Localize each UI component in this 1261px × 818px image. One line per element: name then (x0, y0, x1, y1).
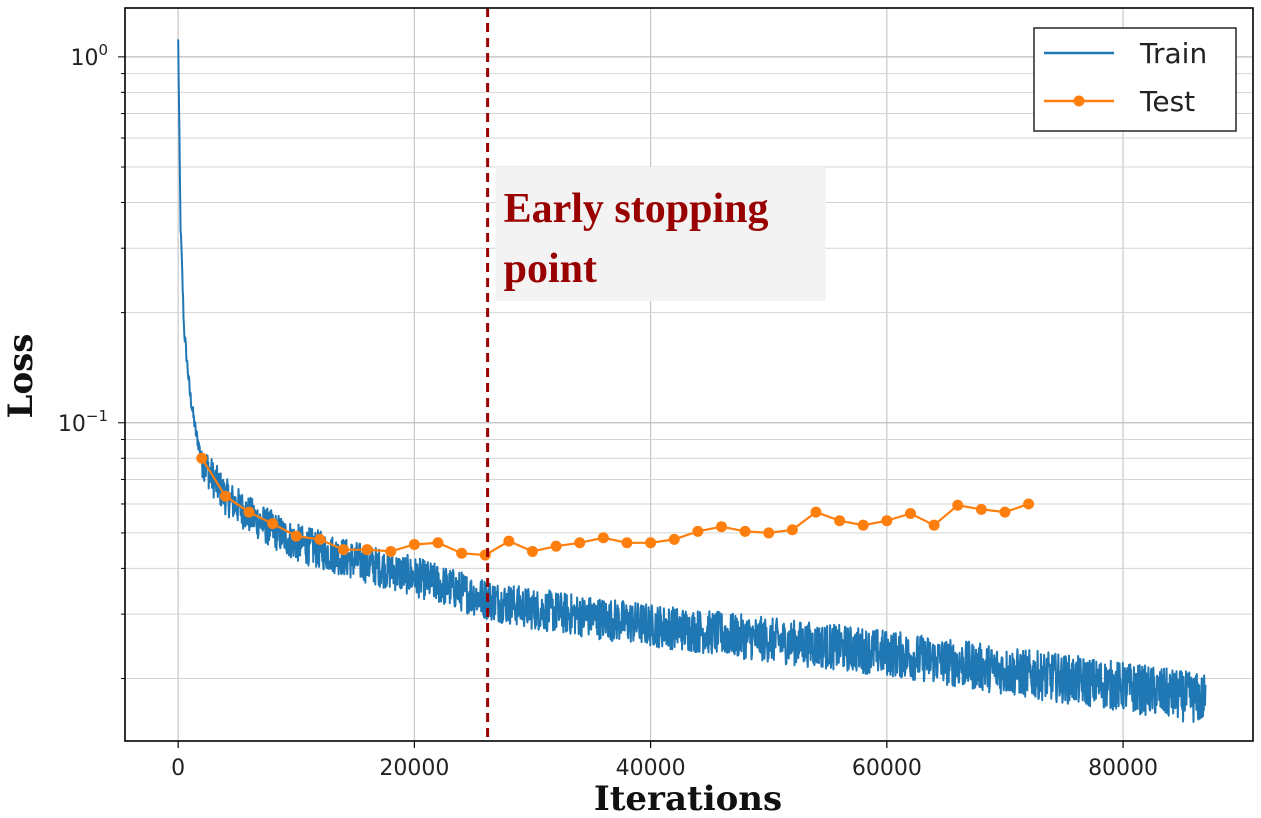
x-tick-label: 20000 (379, 756, 449, 781)
test-point (668, 533, 680, 545)
test-point (338, 544, 350, 556)
x-tick-label: 80000 (1088, 756, 1158, 781)
legend-label: Train (1139, 37, 1207, 70)
annotation-text-line: point (504, 246, 597, 292)
plot-frame (124, 7, 1254, 742)
test-point (692, 525, 704, 537)
y-tick-base: 10 (58, 412, 86, 437)
legend: Train Test (1033, 27, 1237, 132)
test-point (857, 519, 869, 531)
test-point (881, 515, 893, 527)
test-point (904, 508, 916, 520)
train-line (177, 39, 1207, 723)
test-point (786, 524, 798, 536)
test-point (739, 525, 751, 537)
test-point (574, 537, 586, 549)
annotation-box (495, 167, 826, 301)
test-point (597, 532, 609, 544)
legend-marker (1073, 95, 1085, 107)
test-point (1023, 498, 1035, 510)
test-point (550, 540, 562, 552)
legend-label: Test (1139, 85, 1195, 118)
series-layer (177, 39, 1207, 723)
test-point (645, 537, 657, 549)
test-point (267, 518, 279, 530)
test-point (385, 545, 397, 557)
early-stopping-annotation: Early stopping point (486, 8, 826, 741)
test-point (928, 519, 940, 531)
y-tick-label: 10−1 (58, 407, 108, 437)
test-point (456, 547, 468, 559)
test-point (361, 544, 373, 556)
x-tick-label: 60000 (852, 756, 922, 781)
test-point (952, 499, 964, 511)
x-tick-label: 40000 (616, 756, 686, 781)
test-point (715, 521, 727, 533)
test-point (219, 490, 231, 502)
test-point (526, 545, 538, 557)
test-point (196, 452, 208, 464)
annotation-text-line: Early stopping (504, 186, 769, 232)
test-point (314, 533, 326, 545)
test-point (975, 503, 987, 515)
test-point (999, 506, 1011, 518)
test-point (408, 538, 420, 550)
test-point (432, 537, 444, 549)
test-point (503, 535, 515, 547)
y-axis-label: Loss (1, 334, 41, 419)
test-point (810, 506, 822, 518)
test-point (290, 530, 302, 542)
test-point (621, 537, 633, 549)
y-tick-label: 100 (70, 41, 108, 71)
y-tick-base: 10 (70, 46, 98, 71)
x-tick-label: 0 (171, 756, 185, 781)
y-tick-exponent: 0 (98, 41, 108, 59)
x-axis-label: Iterations (594, 779, 782, 818)
test-point (243, 506, 255, 518)
legend-box (1033, 27, 1237, 132)
y-tick-exponent: −1 (86, 407, 108, 425)
test-point (834, 515, 846, 527)
test-point (763, 527, 775, 539)
